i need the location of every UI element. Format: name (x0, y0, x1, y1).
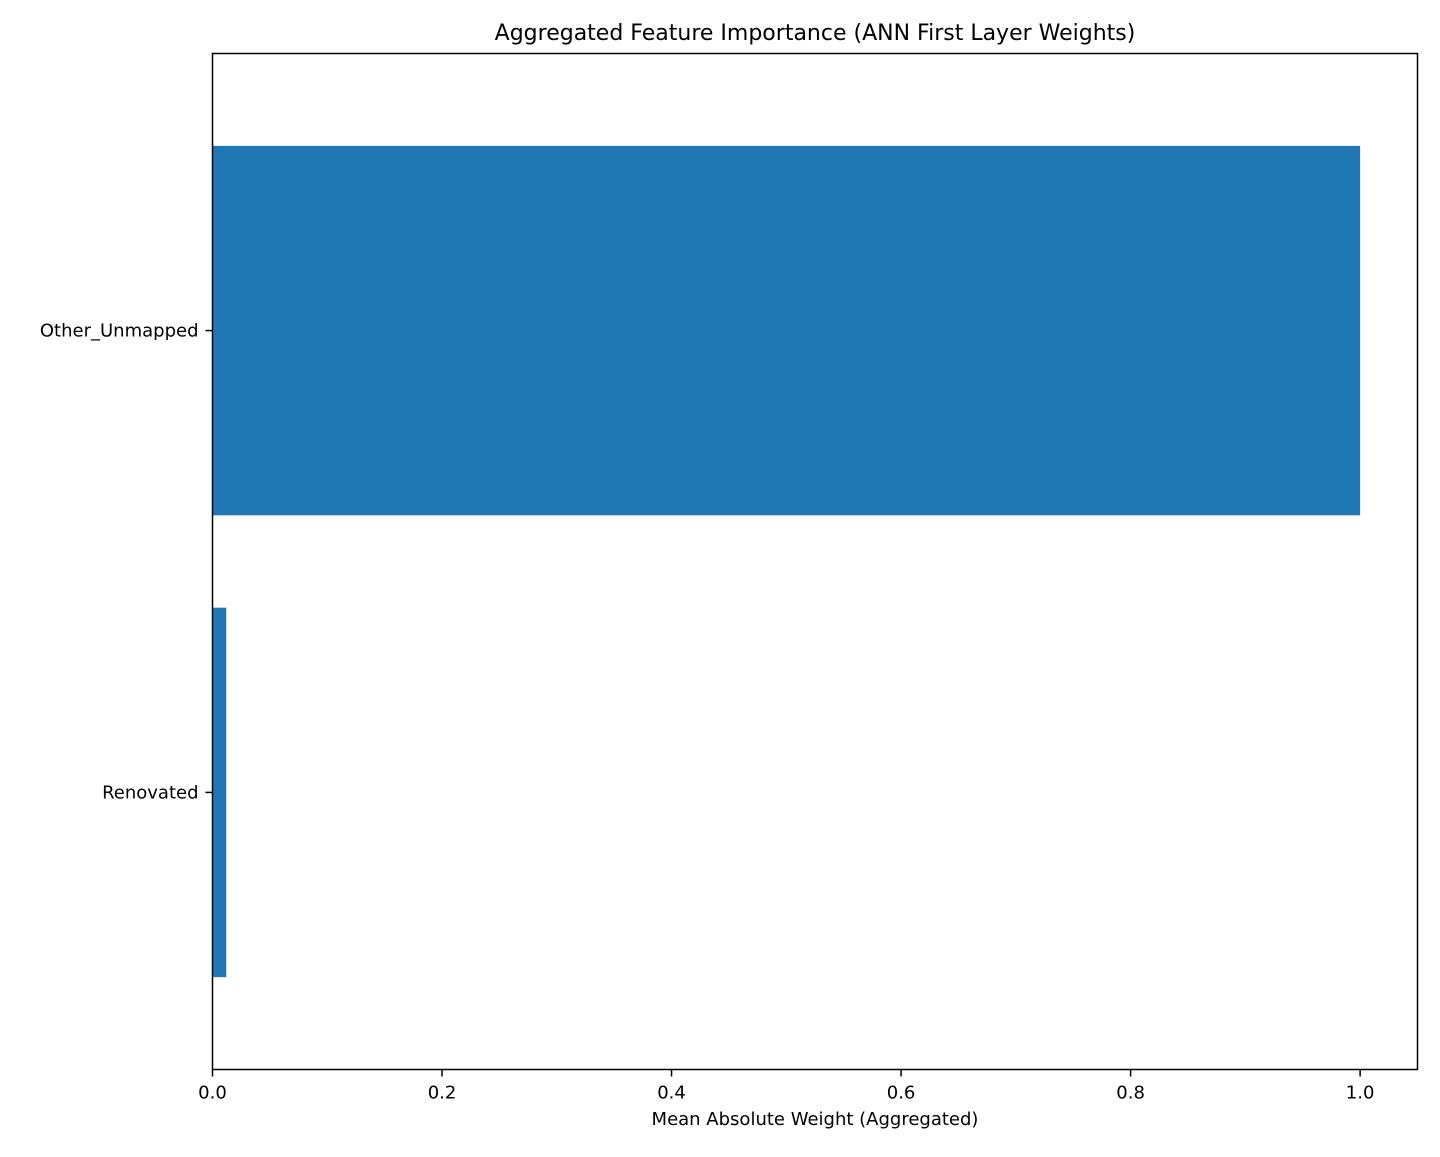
x-tick-label: 0.2 (428, 1083, 457, 1104)
x-tick-label: 1.0 (1346, 1083, 1375, 1104)
plot-frame (211, 52, 1419, 1071)
y-tick-label: Other_Unmapped (40, 321, 199, 342)
x-tick-label: 0.6 (887, 1083, 916, 1104)
y-tick-label: Renovated (102, 782, 198, 803)
x-tick-label: 0.4 (657, 1083, 686, 1104)
bars-layer (212, 145, 1361, 978)
y-axis: Other_Unmapped Renovated (40, 321, 213, 803)
bar-renovated (212, 607, 227, 978)
x-tick-label: 0.0 (198, 1083, 227, 1104)
x-tick-label: 0.8 (1116, 1083, 1145, 1104)
chart-title: Aggregated Feature Importance (ANN First… (495, 21, 1136, 46)
x-axis-label: Mean Absolute Weight (Aggregated) (652, 1109, 979, 1130)
bar-other-unmapped (212, 145, 1361, 516)
x-axis: 0.0 0.2 0.4 0.6 0.8 1.0 (198, 1069, 1375, 1104)
